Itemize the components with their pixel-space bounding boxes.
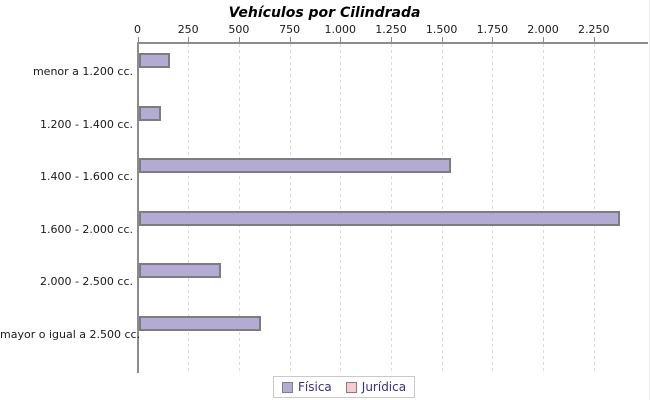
bar-fisica-1 bbox=[139, 106, 161, 121]
x-tick-label: 500 bbox=[228, 23, 250, 36]
x-tick-mark bbox=[594, 37, 595, 45]
x-tick-label: 2.000 bbox=[527, 23, 559, 36]
category-label: 1.400 - 1.600 cc. bbox=[39, 170, 133, 183]
gridline bbox=[391, 44, 392, 373]
gridline bbox=[594, 44, 595, 373]
category-label: menor a 1.200 cc. bbox=[32, 65, 133, 78]
gridline bbox=[442, 44, 443, 373]
x-tick-mark bbox=[188, 37, 189, 45]
category-label: 1.600 - 2.000 cc. bbox=[39, 223, 133, 236]
x-tick-mark bbox=[290, 37, 291, 45]
x-tick-label: 1.250 bbox=[375, 23, 407, 36]
x-tick-label: 1.000 bbox=[324, 23, 357, 36]
bar-fisica-3 bbox=[139, 211, 620, 226]
legend: Física Jurídica bbox=[273, 376, 416, 398]
x-tick-mark bbox=[442, 37, 443, 45]
category-label: 2.000 - 2.500 cc. bbox=[39, 275, 133, 288]
legend-swatch-jurídica bbox=[345, 381, 357, 393]
x-tick-label: 250 bbox=[177, 23, 199, 36]
x-tick-label: 0 bbox=[134, 23, 141, 36]
gridline bbox=[492, 44, 493, 373]
bar-fisica-2 bbox=[139, 158, 451, 173]
y-axis-line bbox=[137, 42, 139, 373]
gridline bbox=[239, 44, 240, 373]
x-tick-mark bbox=[340, 37, 341, 45]
bar-fisica-0 bbox=[139, 53, 170, 68]
bar-fisica-5 bbox=[139, 316, 261, 331]
x-tick-label: 1.750 bbox=[476, 23, 509, 36]
chart-title: Vehículos por Cilindrada bbox=[228, 5, 421, 21]
gridline bbox=[188, 44, 189, 373]
gridline bbox=[290, 44, 291, 373]
x-tick-mark bbox=[138, 37, 139, 45]
x-tick-mark bbox=[391, 37, 392, 45]
legend-item-física: Física bbox=[282, 380, 332, 394]
gridline bbox=[340, 44, 341, 373]
legend-label: Física bbox=[298, 380, 332, 394]
category-label: 1.200 - 1.400 cc. bbox=[39, 118, 133, 131]
legend-label: Jurídica bbox=[361, 380, 407, 394]
category-label: mayor o igual a 2.500 cc. bbox=[0, 328, 141, 341]
x-tick-label: 1.500 bbox=[425, 23, 458, 36]
x-tick-mark bbox=[239, 37, 240, 45]
bar-fisica-4 bbox=[139, 263, 221, 278]
x-tick-label: 2.250 bbox=[578, 23, 610, 36]
x-tick-mark bbox=[492, 37, 493, 45]
x-axis-line bbox=[137, 42, 648, 44]
legend-item-jurídica: Jurídica bbox=[345, 380, 407, 394]
legend-swatch-física bbox=[282, 381, 293, 393]
gridline bbox=[543, 44, 544, 373]
x-tick-label: 750 bbox=[279, 23, 301, 36]
x-tick-mark bbox=[543, 37, 544, 45]
